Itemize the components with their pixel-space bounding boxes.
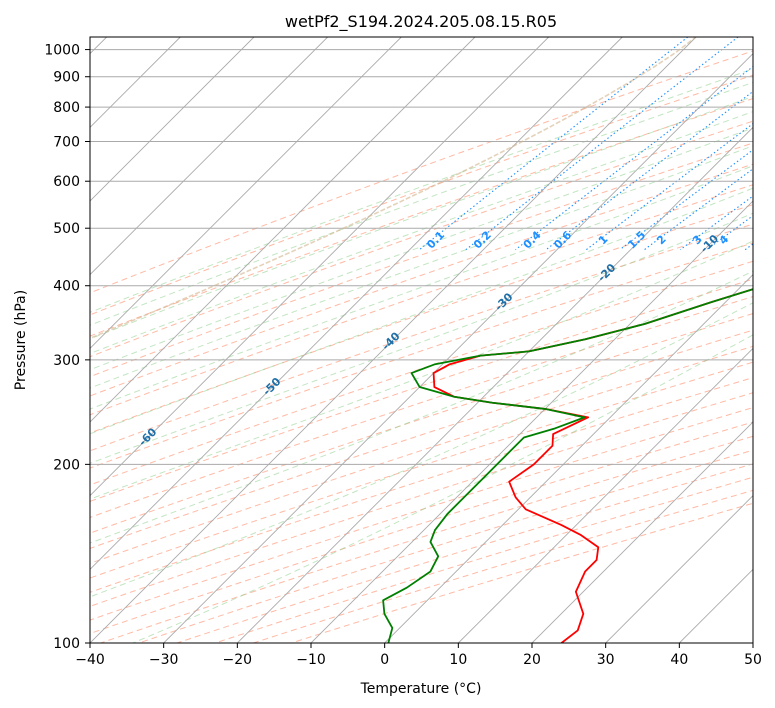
mixing-ratio-line [465,37,739,251]
dry-adiabat-line [100,435,753,643]
mixing-ratio-line [419,37,689,251]
moist-adiabat-line [90,212,753,464]
x-tick-label: −10 [296,652,326,668]
y-tick-label: 600 [53,174,80,190]
isotherm-line [90,37,328,276]
x-tick-label: 10 [449,652,467,668]
plot-background [90,37,753,643]
y-tick-label: 200 [53,457,80,473]
y-tick-label: 700 [53,134,80,150]
dry-adiabat-line [215,476,753,643]
y-tick-label: 900 [53,70,80,86]
x-tick-label: −30 [149,652,179,668]
moist-adiabat-line [131,334,753,643]
isotherm-line [605,495,753,643]
dry-adiabat-line [90,120,753,358]
y-tick-label: 800 [53,100,80,116]
axes: −40 −30 −20 −10 0 10 20 30 40 50 100 200 300 400 500 60… [44,43,762,668]
dry-adiabat-line [90,50,753,294]
isotherm-line [752,642,753,643]
moist-adiabat-line [90,270,753,544]
y-tick-label: 100 [53,636,80,652]
chart-title: wetPf2_S194.2024.205.08.15.R05 [285,12,557,32]
isotherm-label: -70 [20,468,43,491]
isotherm-line [310,200,753,643]
surface-curve-line [90,37,697,340]
plot-frame [89,36,754,644]
mixing-ratio-line [585,122,753,251]
moist-adiabat-line [90,68,753,313]
x-axis-label: Temperature (°C) [360,681,482,697]
isotherm-line [90,37,255,202]
isotherm-line [90,37,402,349]
isotherm-line [90,37,623,570]
dewpoint-line [382,288,753,643]
dry-adiabat-line [138,449,753,643]
y-axis-label: Pressure (hPa) [13,290,29,390]
x-tick-label: −40 [75,652,105,668]
mixing-ratio-label: 6 [755,232,770,247]
moist-adiabat-line [90,127,753,371]
y-tick-label: 300 [53,353,80,369]
reference-lines [90,37,753,643]
moist-adiabat-line [90,111,753,355]
dry-adiabat-line [90,421,753,635]
isotherm-line [90,37,476,423]
mixing-ratio-line [619,149,753,251]
x-tick-label: −20 [223,652,253,668]
dry-adiabat-line [90,98,753,337]
isotherm-line [531,421,753,643]
isotherm-line [237,126,753,643]
dry-adiabat-line [176,463,753,643]
x-tick-label: 30 [597,652,615,668]
y-tick-label: 400 [53,279,80,295]
x-tick-label: 0 [380,652,389,668]
isotherm-line [90,37,549,497]
profile-lines [382,288,753,643]
dry-adiabat-line [90,329,753,549]
y-tick-label: 500 [53,221,80,237]
x-tick-label: 20 [523,652,541,668]
isotherm-line [163,53,753,643]
x-tick-label: 50 [744,652,762,668]
isotherm-line [384,274,753,643]
mixing-ratio-line [679,195,753,251]
isotherm-line [90,37,697,643]
isotherm-line [458,347,753,643]
x-tick-label: 40 [670,652,688,668]
y-tick-label: 1000 [44,43,80,59]
